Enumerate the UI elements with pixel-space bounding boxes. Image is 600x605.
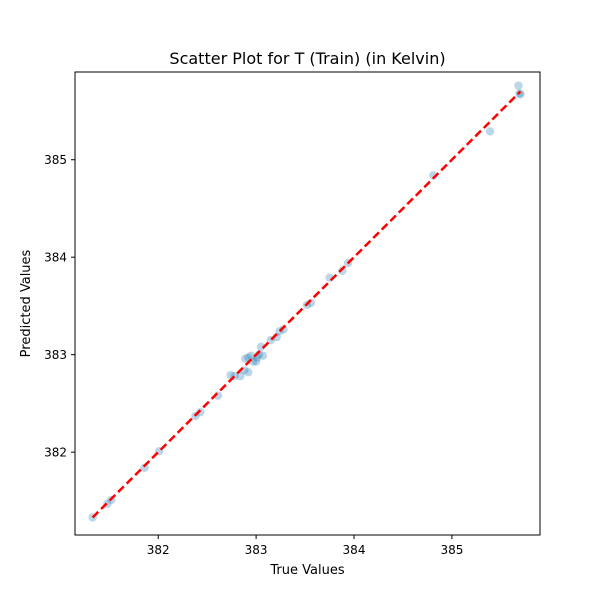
data-point-12: [244, 368, 253, 377]
x-tick-label: 382: [147, 543, 170, 557]
data-point-35: [516, 90, 525, 99]
data-point-21: [258, 351, 268, 360]
chart-title: Scatter Plot for T (Train) (in Kelvin): [169, 49, 445, 68]
data-point-17: [251, 357, 261, 366]
ideal-line-layer: [91, 90, 522, 519]
data-point-33: [514, 81, 523, 90]
x-tick-label: 385: [440, 543, 463, 557]
y-axis-label: Predicted Values: [19, 249, 34, 357]
x-tick-label: 383: [245, 543, 268, 557]
x-axis-label: True Values: [269, 563, 344, 578]
y-tick-label: 383: [44, 348, 67, 362]
y-axis: 382 383 384 385: [44, 153, 75, 460]
y-tick-label: 382: [44, 446, 67, 460]
data-point-20: [256, 342, 266, 352]
plot-frame: [74, 71, 541, 536]
data-point-6: [196, 407, 205, 417]
data-point-15: [247, 351, 256, 360]
data-point-32: [485, 127, 495, 136]
data-point-25: [279, 325, 288, 334]
x-axis: 382 383 384 385: [147, 535, 463, 557]
y-tick-label: 384: [44, 251, 67, 265]
y-tick-label: 385: [44, 153, 67, 167]
data-point-13: [241, 354, 250, 363]
ideal-line: [91, 90, 522, 519]
data-point-3: [140, 463, 149, 472]
x-tick-label: 384: [343, 543, 366, 557]
data-point-29: [338, 266, 347, 276]
